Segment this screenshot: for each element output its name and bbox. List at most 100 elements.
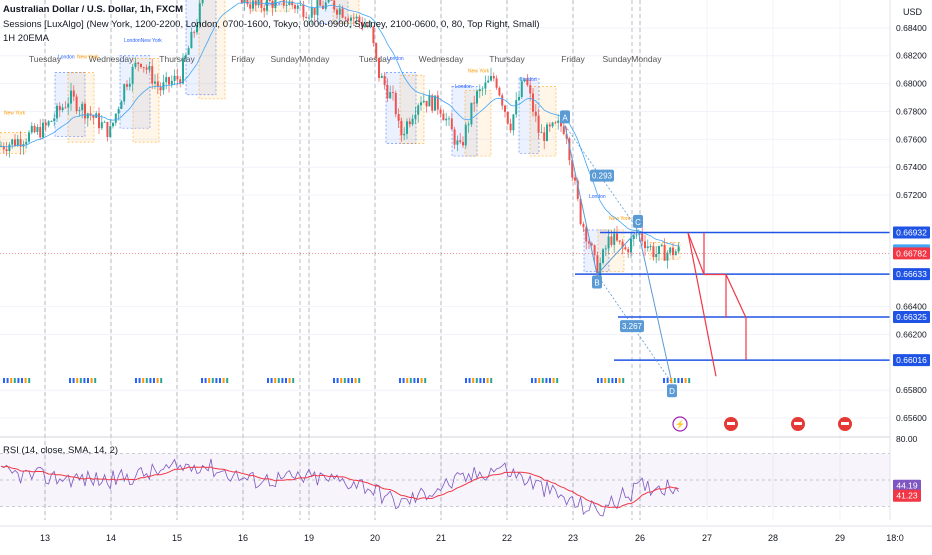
- day-label: Thursday: [489, 54, 525, 64]
- candle-body: [450, 118, 453, 130]
- candle-body: [109, 126, 112, 138]
- harmonic-ratio-badge: [590, 169, 614, 182]
- candle-body: [170, 80, 173, 85]
- session-marker: [358, 378, 361, 383]
- candle-body: [436, 95, 439, 110]
- session-marker: [76, 378, 79, 383]
- candle-body: [78, 110, 81, 112]
- harmonic-ac-dashed: [564, 125, 639, 231]
- x-tick-label: 18:0: [886, 533, 904, 543]
- candle-body: [47, 121, 50, 126]
- candle-body: [621, 241, 624, 248]
- session-marker: [611, 378, 614, 383]
- session-marker: [409, 378, 412, 383]
- candle-body: [0, 146, 2, 147]
- x-tick-label: 16: [238, 533, 248, 543]
- candle-body: [100, 122, 103, 129]
- session-marker: [90, 378, 93, 383]
- session-marker: [288, 378, 291, 383]
- rsi-indicator-legend[interactable]: RSI (14, close, SMA, 14, 2): [3, 445, 119, 456]
- candle-body: [187, 48, 190, 55]
- candle-body: [484, 82, 487, 89]
- candle-body: [112, 122, 114, 127]
- rsi-badge: [893, 489, 921, 502]
- candle-body: [305, 17, 308, 19]
- candle-body: [324, 2, 327, 9]
- candle-body: [201, 0, 204, 4]
- x-tick-label: 28: [768, 533, 778, 543]
- candle-body: [131, 66, 134, 84]
- candle-body: [274, 0, 277, 9]
- price-badge-label: 0.66016: [896, 355, 927, 365]
- candle-body: [442, 113, 445, 121]
- candle-body: [571, 160, 574, 178]
- session-marker: [475, 378, 478, 383]
- candle-body: [490, 76, 492, 81]
- y-tick-label: 0.66400: [896, 302, 927, 312]
- session-box: [67, 72, 95, 143]
- candle-body: [67, 103, 70, 108]
- candle-body: [408, 121, 411, 125]
- session-marker: [226, 378, 229, 383]
- candle-body: [492, 76, 495, 79]
- candle-body: [159, 86, 162, 91]
- session-marker: [87, 378, 89, 383]
- session-marker: [490, 378, 493, 383]
- candle-body: [574, 177, 576, 181]
- session-label: New York: [468, 68, 490, 74]
- candle-body: [350, 17, 352, 21]
- session-marker: [145, 378, 148, 383]
- candle-body: [520, 81, 523, 97]
- session-marker: [94, 378, 97, 383]
- y-tick-label: 0.68000: [896, 79, 927, 89]
- candle-body: [403, 133, 406, 136]
- candle-body: [585, 227, 588, 242]
- candle-body: [641, 233, 644, 242]
- candle-body: [184, 54, 187, 59]
- day-label: Friday: [231, 54, 255, 64]
- candle-body: [61, 107, 64, 111]
- session-marker: [413, 378, 416, 383]
- session-marker: [340, 378, 343, 383]
- candle-body: [669, 247, 672, 253]
- candle-body: [672, 247, 674, 256]
- session-marker: [204, 378, 207, 383]
- candle-body: [616, 233, 618, 241]
- candle-body: [518, 96, 520, 101]
- candle-body: [145, 67, 148, 70]
- candle-body: [434, 95, 436, 111]
- rsi-tick-label: 80.00: [896, 434, 918, 444]
- candle-body: [660, 244, 663, 246]
- session-marker: [552, 378, 555, 383]
- session-marker: [549, 378, 551, 383]
- candle-body: [380, 75, 383, 78]
- candle-body: [263, 7, 266, 11]
- sessions-indicator-legend[interactable]: Sessions [LuxAlgo] (New York, 1200-2200,…: [3, 19, 540, 30]
- candle-body: [610, 236, 613, 245]
- candle-body: [635, 234, 638, 236]
- candle-body: [644, 241, 646, 249]
- candle-body: [106, 121, 109, 138]
- candle-body: [663, 244, 666, 261]
- session-marker: [607, 378, 610, 383]
- ema-indicator-legend[interactable]: 1H 20EMA: [3, 33, 49, 44]
- price-badge-label: 0.66633: [896, 269, 927, 279]
- session-marker: [138, 378, 141, 383]
- session-marker: [3, 378, 5, 383]
- candle-body: [190, 31, 193, 49]
- candle-body: [179, 79, 182, 84]
- session-marker: [486, 378, 489, 383]
- candle-body: [176, 75, 179, 80]
- y-tick-label: 0.67600: [896, 134, 927, 144]
- session-label: New York: [337, 0, 359, 2]
- session-marker: [6, 378, 9, 383]
- candle-body: [56, 105, 58, 119]
- x-tick-label: 23: [568, 533, 578, 543]
- day-label: SundayMonday: [270, 54, 330, 64]
- session-marker: [622, 378, 625, 383]
- session-box: [399, 74, 425, 144]
- us-flag-stripe: [841, 422, 849, 425]
- harmonic-ratio-label: 0.293: [592, 172, 613, 181]
- x-tick-label: 20: [370, 533, 380, 543]
